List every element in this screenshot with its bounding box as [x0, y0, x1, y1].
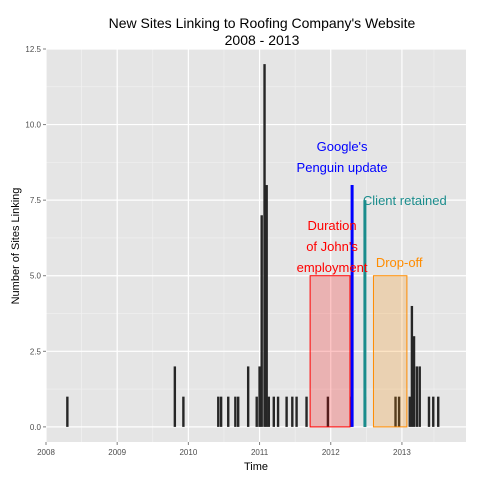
annotation-label: Google's Penguin update: [297, 139, 388, 175]
annotation-label: Client retained: [363, 193, 447, 208]
annotation-label: Duration of John's employment: [297, 218, 368, 275]
bar: [397, 396, 401, 427]
bar: [412, 336, 416, 427]
bar: [234, 396, 237, 427]
y-tick-label: 5.0: [30, 272, 42, 281]
y-axis-title: Number of Sites Linking: [10, 188, 22, 305]
bar: [291, 396, 294, 427]
chart-title: New Sites Linking to Roofing Company's W…: [109, 15, 416, 31]
bar: [227, 396, 230, 427]
bar: [258, 366, 261, 427]
bar: [237, 396, 240, 427]
bar: [326, 396, 330, 427]
bar: [394, 396, 397, 427]
x-tick-label: 2010: [179, 448, 197, 457]
events: [350, 185, 367, 427]
x-tick-label: 2009: [108, 448, 126, 457]
y-tick-label: 0.0: [30, 423, 42, 432]
bar: [217, 396, 220, 427]
bar: [276, 396, 280, 427]
bar: [219, 396, 223, 427]
bar: [272, 396, 275, 427]
highlight-region: [372, 275, 408, 428]
bar: [260, 215, 263, 427]
bar: [418, 366, 421, 427]
bar: [267, 396, 271, 427]
x-axis-title: Time: [244, 461, 268, 473]
y-tick-label: 12.5: [25, 45, 41, 54]
bar: [415, 366, 419, 427]
y-tick-label: 7.5: [30, 196, 42, 205]
bar: [66, 396, 69, 427]
bar: [173, 366, 177, 427]
bar: [295, 396, 298, 427]
grid-minor: [46, 49, 466, 442]
bar: [263, 64, 266, 427]
bar: [255, 396, 258, 427]
y-tick-label: 10.0: [25, 121, 41, 130]
y-tick-label: 2.5: [30, 347, 42, 356]
regions: [309, 275, 408, 428]
annotations: Duration of John's employment Drop-off Googl…: [297, 139, 447, 275]
bar: [437, 396, 440, 427]
bar: [246, 366, 250, 427]
annotation-label: Drop-off: [376, 255, 423, 270]
bar: [427, 396, 431, 427]
bar: [182, 396, 185, 427]
x-tick-label: 2012: [322, 448, 340, 457]
x-tick-label: 2008: [37, 448, 55, 457]
y-axis: 0.0 2.5 5.0 7.5 10.0 12.5: [25, 45, 46, 432]
plot-panel: [46, 49, 466, 442]
x-axis: 2008 2009 2010 2011 2012 2013: [37, 442, 411, 457]
chart-subtitle: 2008 - 2013: [225, 32, 300, 48]
x-tick-label: 2013: [393, 448, 411, 457]
bar: [305, 396, 308, 427]
bar: [408, 396, 411, 427]
bar: [265, 185, 268, 427]
bar: [432, 396, 435, 427]
highlight-region: [309, 275, 351, 428]
bar: [410, 305, 414, 427]
bar: [285, 396, 288, 427]
x-tick-label: 2011: [251, 448, 269, 457]
